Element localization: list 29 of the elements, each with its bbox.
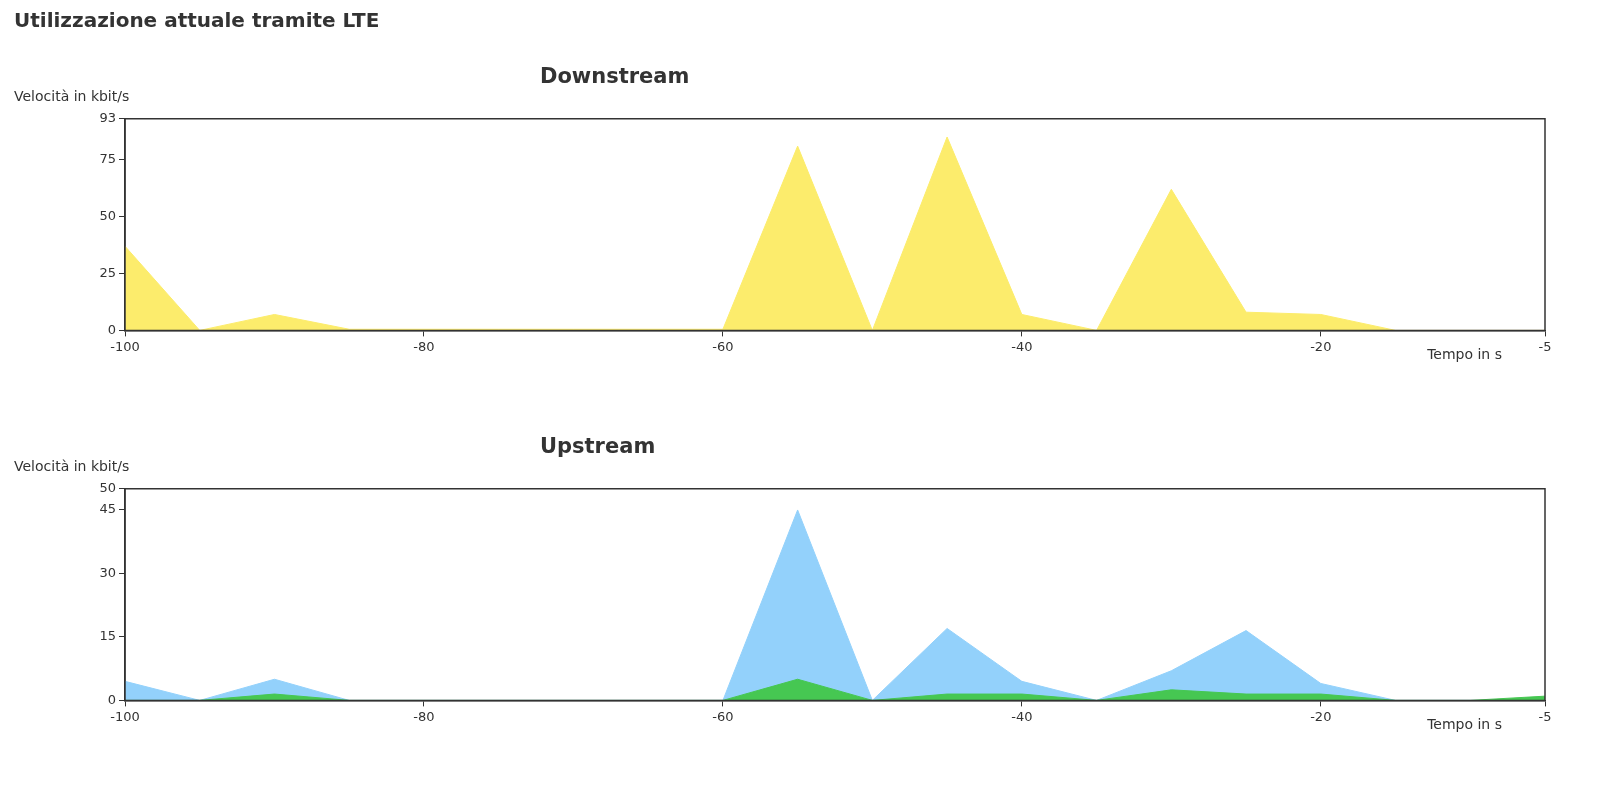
y-tick-label: 50 (99, 480, 116, 496)
x-tick-label: -20 (1310, 708, 1332, 724)
chart-title: Downstream (540, 64, 690, 88)
x-tick-label: -5 (1538, 708, 1552, 724)
x-tick-label: -5 (1538, 338, 1552, 354)
y-tick-label: 0 (107, 691, 116, 707)
y-tick-label: 15 (99, 628, 116, 644)
y-tick-label: 30 (99, 564, 116, 580)
y-tick-label: 25 (99, 264, 116, 280)
text: Utilizzazione attuale tramite LTE (14, 8, 380, 32)
x-tick-label: -100 (110, 338, 140, 354)
x-tick-label: -20 (1310, 338, 1332, 354)
x-tick-label: -40 (1011, 708, 1033, 724)
x-tick-label: -40 (1011, 338, 1033, 354)
chart-title: Upstream (540, 434, 656, 458)
y-tick-label: 0 (107, 321, 116, 337)
x-axis-title: Tempo in s (1427, 346, 1502, 362)
x-tick-label: -60 (712, 708, 734, 724)
y-axis-title: Velocità in kbit/s (14, 458, 130, 474)
x-tick-label: -80 (413, 708, 435, 724)
y-tick-label: 93 (99, 110, 116, 126)
x-axis-title: Tempo in s (1427, 716, 1502, 732)
y-tick-label: 50 (99, 208, 116, 224)
y-axis-title: Velocità in kbit/s (14, 88, 130, 104)
y-tick-label: 75 (99, 151, 116, 167)
y-tick-label: 45 (99, 501, 116, 517)
x-tick-label: -80 (413, 338, 435, 354)
x-tick-label: -60 (712, 338, 734, 354)
x-tick-label: -100 (110, 708, 140, 724)
